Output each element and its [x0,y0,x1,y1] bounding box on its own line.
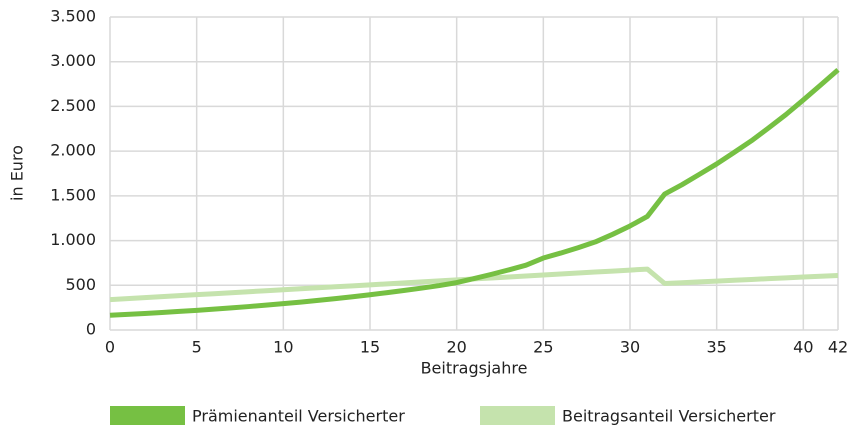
y-tick-label: 0 [86,320,96,339]
y-axis-label: in Euro [8,145,27,201]
x-tick-label: 40 [793,338,813,357]
line-series [109,266,839,303]
x-tick-label: 25 [533,338,553,357]
y-tick-label: 1.500 [50,185,96,204]
legend-swatch [480,406,555,425]
y-tick-label: 2.500 [50,96,96,115]
y-tick-label: 1.000 [50,230,96,249]
legend-label: Prämienanteil Versicherter [192,407,405,426]
x-tick-label: 10 [273,338,293,357]
x-tick-label: 15 [360,338,380,357]
x-tick-label: 20 [446,338,466,357]
legend-swatch [110,406,185,425]
legend-label: Beitragsanteil Versicherter [562,407,776,426]
x-tick-label: 30 [620,338,640,357]
y-tick-label: 3.500 [50,7,96,26]
line-series [109,67,840,318]
y-tick-label: 2.000 [50,141,96,160]
x-tick-label: 35 [706,338,726,357]
x-tick-label: 5 [192,338,202,357]
y-tick-label: 500 [65,275,96,294]
y-tick-label: 3.000 [50,51,96,70]
x-tick-label: 42 [828,338,848,357]
x-tick-label: 0 [105,338,115,357]
x-axis-label: Beitragsjahre [421,359,528,378]
